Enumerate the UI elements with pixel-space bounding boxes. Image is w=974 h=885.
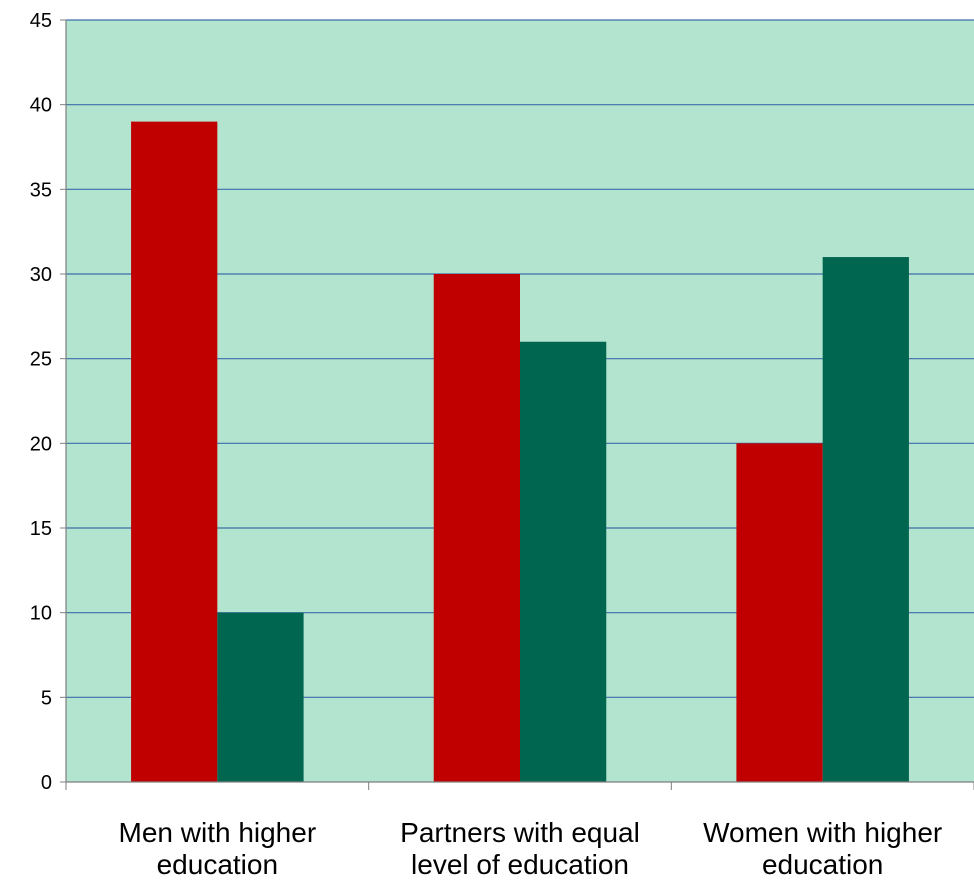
- x-category-label-line: Women with higher: [703, 817, 942, 848]
- x-category-label: Women with higher education: [703, 817, 942, 880]
- y-tick-label: 35: [30, 179, 52, 201]
- y-tick-label: 0: [41, 772, 52, 794]
- bar: [736, 443, 823, 782]
- y-tick-label: 10: [30, 603, 52, 625]
- y-tick-label: 45: [30, 10, 52, 32]
- x-category-label-line: education: [157, 849, 278, 880]
- y-tick-label: 40: [30, 95, 52, 117]
- x-category-label-line: Partners with equal: [400, 817, 640, 848]
- bar: [520, 341, 607, 782]
- y-tick-labels: 0 5 10 15 20 25 30 35 40 45: [30, 10, 52, 794]
- bar: [131, 121, 218, 783]
- x-category-label-line: level of education: [411, 849, 629, 880]
- x-category-label: Men with higher education: [119, 817, 317, 880]
- y-tick-label: 30: [30, 264, 52, 286]
- y-tick-label: 25: [30, 349, 52, 371]
- axes: [60, 19, 974, 790]
- y-tick-label: 5: [41, 687, 52, 709]
- x-category-label: Partners with equal level of education: [400, 817, 640, 880]
- bar: [822, 257, 909, 783]
- bar: [433, 274, 520, 782]
- bar: [217, 612, 304, 782]
- y-tick-label: 15: [30, 518, 52, 540]
- x-category-label-line: Men with higher: [119, 817, 317, 848]
- x-category-label-line: education: [762, 849, 883, 880]
- y-tick-label: 20: [30, 433, 52, 455]
- bars: [131, 121, 909, 783]
